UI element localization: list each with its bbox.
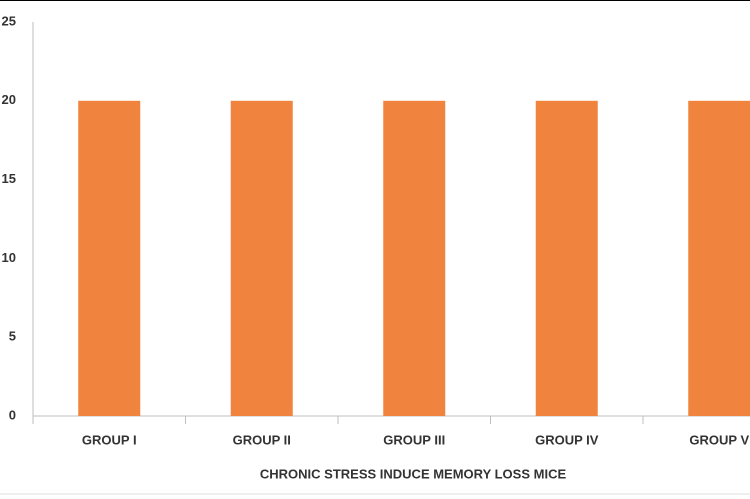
x-tick-label: GROUP IV [535,432,599,447]
y-tick-label: 15 [2,171,16,186]
y-tick-label: 10 [2,250,16,265]
y-tick-label: 5 [9,329,16,344]
y-tick-label: 0 [9,407,16,422]
y-tick-label: 20 [2,92,16,107]
x-tick-label: GROUP III [383,432,445,447]
x-tick-label: GROUP I [82,432,137,447]
bar [688,100,750,417]
y-tick-label: 25 [2,13,16,28]
bar [78,100,141,417]
bar [230,100,293,417]
x-axis-title: CHRONIC STRESS INDUCE MEMORY LOSS MICE [260,466,567,481]
bar [535,100,598,417]
bar [383,100,446,417]
x-tick-label: GROUP V [689,432,749,447]
x-tick-label: GROUP II [233,432,291,447]
